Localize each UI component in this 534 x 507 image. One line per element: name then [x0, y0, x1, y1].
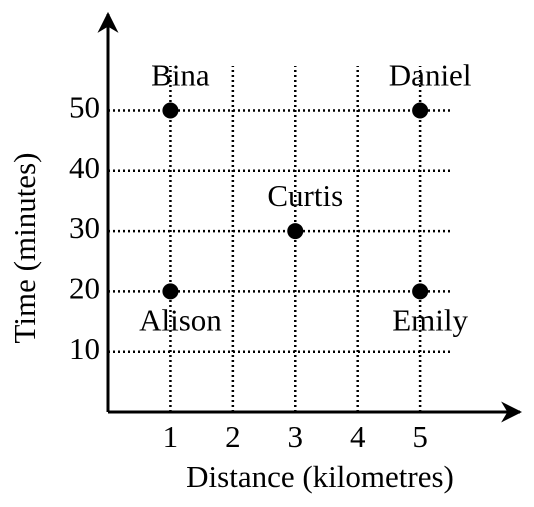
- x-tick-label: 1: [163, 419, 179, 454]
- point: [412, 283, 429, 300]
- y-tick-label: 20: [69, 271, 100, 306]
- y-tick-label: 40: [69, 150, 100, 185]
- point-label: Daniel: [389, 58, 472, 93]
- y-tick-label: 30: [69, 210, 100, 245]
- x-tick-label: 4: [350, 419, 366, 454]
- point-label: Emily: [392, 303, 468, 338]
- x-tick-label: 5: [412, 419, 428, 454]
- x-axis-label: Distance (kilometres): [186, 459, 454, 494]
- y-tick-label: 50: [69, 90, 100, 125]
- point-label: Bina: [151, 58, 210, 93]
- x-tick-label: 2: [225, 419, 241, 454]
- point-label: Alison: [139, 303, 222, 338]
- y-tick-label: 10: [69, 331, 100, 366]
- point: [162, 102, 179, 119]
- y-axis-label: Time (minutes): [7, 153, 42, 344]
- point: [287, 223, 304, 240]
- point: [412, 102, 429, 119]
- point: [162, 283, 179, 300]
- point-label: Curtis: [267, 178, 343, 213]
- x-tick-label: 3: [288, 419, 304, 454]
